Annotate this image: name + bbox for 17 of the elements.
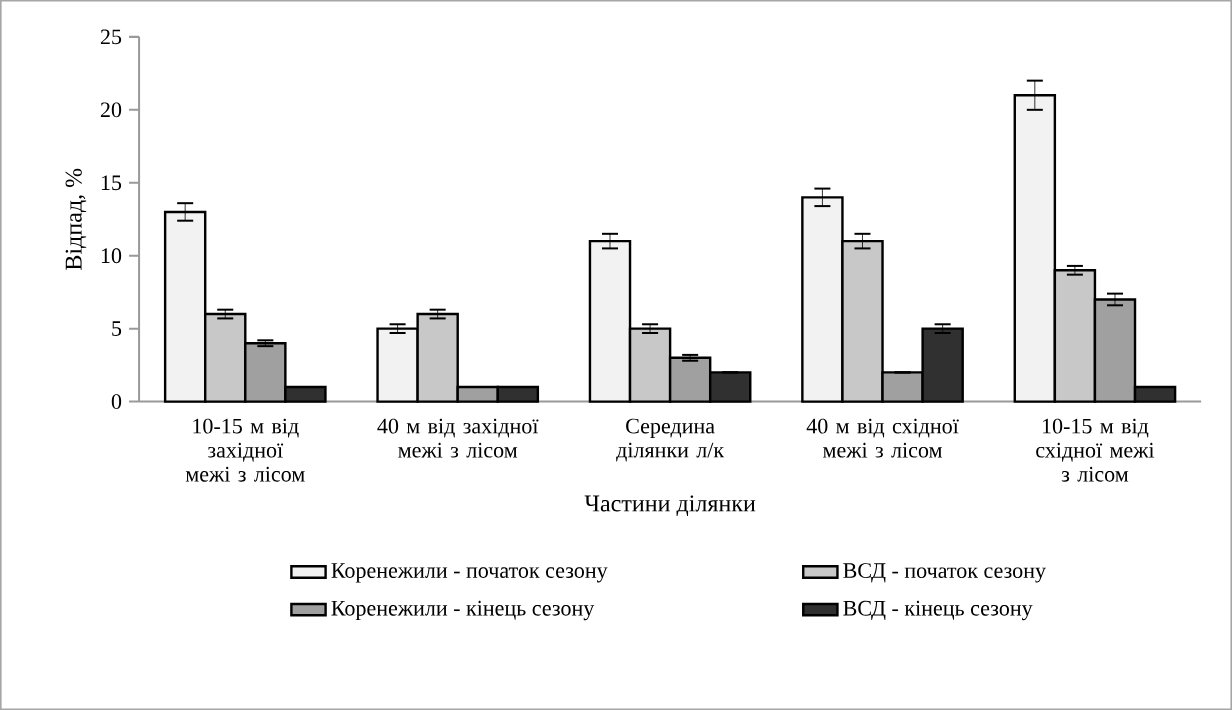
legend-label: Коренежили - початок сезону	[331, 563, 608, 583]
y-tick-label: 20	[100, 102, 122, 118]
x-axis-title: Частини ділянки	[584, 495, 756, 516]
y-tick-label: 15	[101, 175, 122, 191]
y-tick-label: 10	[101, 248, 122, 264]
x-tick-label: 10-15 м від східної межі з лісом	[1036, 418, 1155, 482]
y-axis-title: Відпад, %	[65, 168, 87, 270]
legend-label: ВСД - початок сезону	[843, 563, 1046, 583]
x-tick-label: 40 м від західної межі з лісом	[377, 418, 539, 458]
y-tick-label: 5	[112, 321, 122, 336]
x-tick-label: 40 м від східної межі з лісом	[806, 418, 959, 458]
x-tick-label: Середина ділянки л/к	[616, 418, 725, 462]
x-tick-label: 10-15 м від західної межі з лісом	[185, 418, 305, 482]
legend-label: ВСД - кінець сезону	[843, 600, 1033, 621]
y-tick-label: 0	[111, 394, 122, 410]
legend-label: Коренежили - кінець сезону	[331, 600, 595, 621]
y-tick-label: 25	[100, 29, 122, 45]
